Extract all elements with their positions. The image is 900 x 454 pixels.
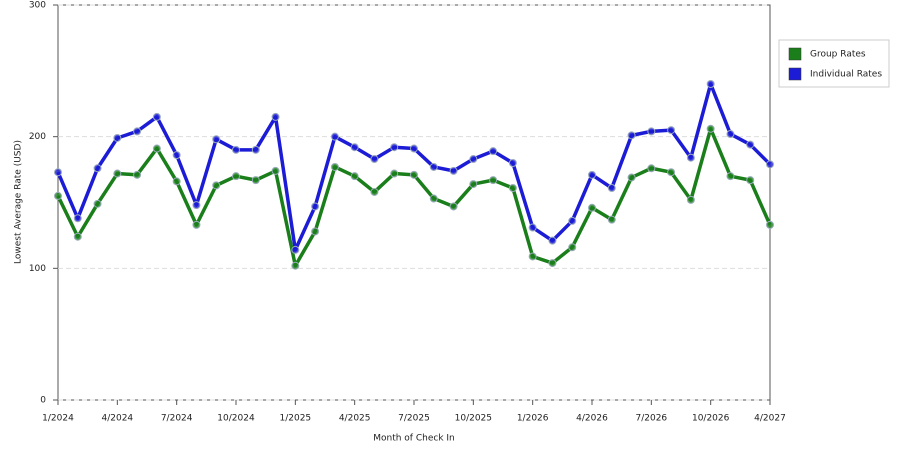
legend-swatch — [788, 47, 802, 61]
point — [390, 143, 399, 152]
point — [726, 130, 735, 139]
point — [766, 160, 774, 169]
point — [726, 172, 735, 181]
point — [627, 131, 636, 140]
legend-label: Individual Rates — [810, 70, 882, 80]
point — [449, 202, 458, 211]
x-tick-label: 4/2026 — [576, 414, 608, 424]
point — [330, 132, 339, 141]
point — [291, 261, 300, 270]
x-tick-label: 1/2025 — [279, 414, 311, 424]
point — [627, 173, 636, 182]
point — [469, 155, 478, 164]
point — [568, 216, 577, 225]
point — [647, 164, 656, 173]
point — [607, 215, 616, 224]
point — [489, 176, 498, 185]
point — [410, 144, 418, 153]
point — [113, 169, 122, 178]
x-tick-label: 7/2024 — [161, 414, 193, 424]
point — [508, 159, 517, 167]
point — [548, 259, 557, 268]
point — [311, 202, 320, 211]
point — [429, 162, 438, 171]
point — [548, 236, 557, 245]
x-axis-label: Month of Check In — [373, 434, 455, 444]
point — [706, 80, 715, 88]
point — [390, 169, 399, 178]
point — [528, 223, 537, 232]
y-tick-label: 200 — [29, 132, 46, 142]
point — [528, 252, 537, 261]
y-tick-label: 0 — [40, 396, 46, 406]
y-axis-label: Lowest Average Rate (USD) — [14, 140, 24, 264]
point — [667, 126, 676, 135]
point — [647, 127, 656, 136]
y-tick-label: 300 — [29, 1, 46, 11]
point — [192, 201, 201, 210]
x-tick-label: 7/2026 — [635, 414, 667, 424]
point — [212, 135, 221, 144]
point — [330, 162, 339, 171]
point — [746, 140, 755, 149]
point — [686, 153, 695, 162]
point — [350, 172, 359, 181]
point — [588, 203, 596, 212]
point — [429, 194, 438, 203]
point — [133, 170, 142, 179]
point — [568, 243, 577, 252]
point — [172, 151, 181, 160]
point — [588, 170, 596, 179]
point — [686, 195, 695, 204]
point — [73, 214, 82, 223]
point — [54, 191, 62, 200]
legend-swatch — [788, 67, 802, 81]
point — [766, 220, 774, 229]
point — [271, 112, 280, 121]
point — [152, 144, 161, 153]
point — [311, 227, 320, 236]
point — [73, 232, 82, 241]
point — [508, 184, 517, 193]
x-tick-label: 7/2025 — [398, 414, 430, 424]
point — [133, 127, 142, 136]
point — [113, 133, 122, 142]
point — [291, 245, 300, 254]
point — [271, 166, 280, 175]
point — [251, 176, 260, 185]
point — [370, 155, 379, 164]
point — [251, 145, 260, 154]
x-tick-label: 10/2026 — [692, 414, 730, 424]
point — [607, 184, 616, 193]
point — [232, 145, 240, 154]
point — [212, 181, 221, 190]
x-tick-label: 1/2026 — [517, 414, 549, 424]
point — [449, 166, 458, 175]
point — [192, 220, 201, 229]
x-tick-label: 4/2025 — [339, 414, 371, 424]
point — [370, 187, 379, 196]
point — [410, 170, 418, 179]
x-tick-label: 10/2024 — [217, 414, 255, 424]
point — [706, 124, 715, 133]
point — [54, 168, 62, 177]
point — [489, 147, 498, 156]
x-tick-label: 4/2027 — [754, 414, 786, 424]
point — [93, 164, 102, 173]
point — [93, 199, 102, 208]
point — [746, 176, 755, 185]
y-tick-label: 100 — [29, 264, 46, 274]
x-tick-label: 4/2024 — [101, 414, 133, 424]
x-tick-label: 10/2025 — [455, 414, 492, 424]
point — [350, 143, 359, 152]
legend-label: Group Rates — [810, 50, 866, 60]
point — [667, 168, 676, 177]
point — [469, 180, 478, 189]
point — [172, 177, 181, 186]
point — [152, 112, 161, 121]
point — [232, 172, 240, 181]
plot-area — [57, 4, 771, 401]
x-tick-label: 1/2024 — [42, 414, 74, 424]
